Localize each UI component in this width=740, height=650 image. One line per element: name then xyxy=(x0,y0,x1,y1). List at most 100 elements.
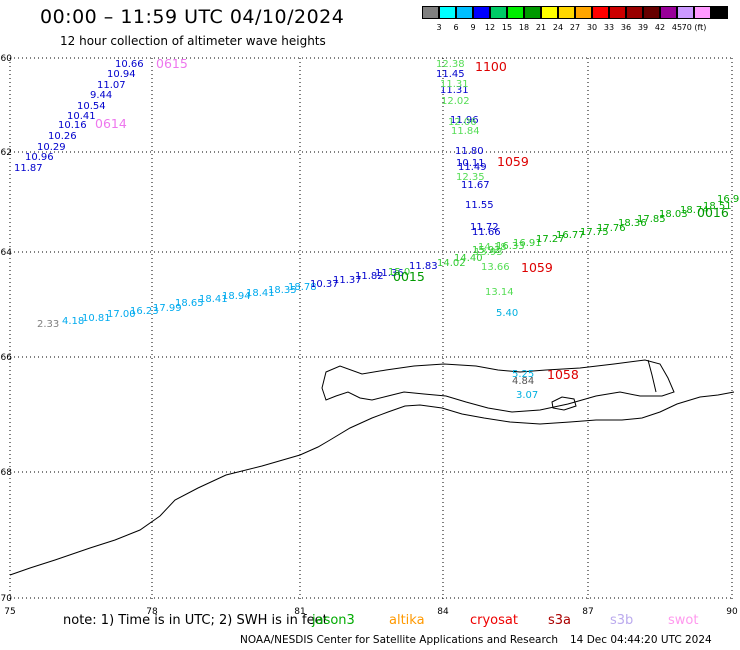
island-outline xyxy=(551,396,577,411)
legend-swatch xyxy=(694,6,711,19)
legend-swatch xyxy=(439,6,456,19)
wave-height-label: 14.18 xyxy=(478,242,507,253)
y-tick-label: -62 xyxy=(0,148,12,158)
legend-swatch xyxy=(626,6,643,19)
satellite-name: altika xyxy=(389,613,425,628)
antarctic-coastline xyxy=(9,391,735,576)
ice-shelf-outline xyxy=(321,359,675,413)
wave-height-label: 16.95 xyxy=(717,194,740,205)
legend-label: 3 xyxy=(436,23,442,32)
wave-height-label: 13.66 xyxy=(481,262,510,273)
legend-swatch xyxy=(524,6,541,19)
wave-height-label: 17.27 xyxy=(536,234,565,245)
wave-height-label: 17.75 xyxy=(580,227,609,238)
pass-time-label: 0615 xyxy=(156,56,188,71)
wave-height-label: 18.65 xyxy=(175,298,204,309)
wave-height-label: 10.29 xyxy=(37,142,66,153)
wave-height-label: 11.55 xyxy=(465,200,494,211)
wave-height-label: 5.25 xyxy=(512,369,534,380)
legend-label: 45 xyxy=(671,23,683,32)
generated-timestamp: 14 Dec 04:44:20 UTC 2024 xyxy=(570,634,712,646)
wave-height-label: 18.94 xyxy=(222,291,251,302)
wave-height-label: 10.81 xyxy=(82,313,111,324)
wave-height-label: 17.76 xyxy=(597,223,626,234)
satellite-name: jason3 xyxy=(312,613,355,628)
legend-swatch xyxy=(711,6,728,19)
pass-time-label: 0614 xyxy=(95,116,127,131)
wave-height-label: 17.85 xyxy=(637,214,666,225)
credit-line: NOAA/NESDIS Center for Satellite Applica… xyxy=(240,634,558,646)
wave-height-label: 10.54 xyxy=(77,101,106,112)
wave-height-label: 10.41 xyxy=(67,111,96,122)
wave-height-label: 11.37 xyxy=(333,275,362,286)
wave-height-label: 18.41 xyxy=(246,288,275,299)
wave-height-label: 11.82 xyxy=(355,271,384,282)
wave-height-label: 11.67 xyxy=(461,180,490,191)
wave-height-label: 18.35 xyxy=(268,285,297,296)
wave-height-label: 2.33 xyxy=(37,319,59,330)
wave-height-label: 17.00 xyxy=(107,309,136,320)
wave-height-label: 12.35 xyxy=(456,172,485,183)
wave-height-label: 12.02 xyxy=(441,96,470,107)
wave-height-label: 4.84 xyxy=(512,376,534,387)
wave-height-label: 10.16 xyxy=(58,120,87,131)
wave-height-label: 14.40 xyxy=(454,253,483,264)
wave-height-label: 4.18 xyxy=(62,316,84,327)
satellite-name: swot xyxy=(668,613,699,628)
wave-height-label: 11.49 xyxy=(458,162,487,173)
x-tick-label: 78 xyxy=(146,607,158,617)
wave-height-label: 11.66 xyxy=(472,227,501,238)
wave-height-label: 11.36 xyxy=(375,268,404,279)
ridge-line xyxy=(647,359,657,393)
wave-height-label: 11.72 xyxy=(470,222,499,233)
legend-label: 36 xyxy=(620,23,632,32)
legend-label: 33 xyxy=(603,23,615,32)
wave-height-label: 13.93 xyxy=(474,247,503,258)
satellite-name: cryosat xyxy=(470,613,518,628)
time-labels: 0615 0614 1100 1059 1059 1058 0015 0016 xyxy=(95,56,729,382)
legend-swatch xyxy=(558,6,575,19)
wave-height-label: 10.96 xyxy=(25,152,54,163)
wave-height-label: 18.74 xyxy=(680,205,709,216)
legend-swatch xyxy=(456,6,473,19)
wave-height-label: 16.91 xyxy=(513,238,542,249)
wave-height-label: 10.94 xyxy=(107,69,136,80)
legend-label: 6 xyxy=(453,23,459,32)
wave-height-label: 11.96 xyxy=(450,115,479,126)
map-subtitle: 12 hour collection of altimeter wave hei… xyxy=(60,34,326,48)
x-tick-label: 90 xyxy=(726,607,738,617)
legend-swatch xyxy=(609,6,626,19)
y-tick-label: -60 xyxy=(0,54,12,64)
wave-height-label: 9.44 xyxy=(90,90,112,101)
pass-time-label: 1059 xyxy=(497,154,529,169)
x-tick-label: 84 xyxy=(437,607,449,617)
legend-swatch xyxy=(643,6,660,19)
wave-height-label: 18.78 xyxy=(288,282,317,293)
wave-height-label: 12.06 xyxy=(448,117,477,128)
wave-height-label: 10.66 xyxy=(115,59,144,70)
satellite-tracks: 10.6610.9411.079.4410.5410.4110.1610.261… xyxy=(14,59,740,401)
wave-height-label: 11.31 xyxy=(440,79,469,90)
legend-label: 30 xyxy=(586,23,598,32)
wave-height-label: 16.33 xyxy=(496,241,525,252)
wave-height-label: 10.26 xyxy=(48,131,77,142)
wave-height-label: 18.36 xyxy=(618,218,647,229)
wave-height-label: 11.87 xyxy=(14,163,43,174)
legend-label: 18 xyxy=(518,23,530,32)
legend-swatch xyxy=(422,6,439,19)
wave-height-label: 11.80 xyxy=(455,146,484,157)
pass-time-label: 1059 xyxy=(521,260,553,275)
wave-height-label: 11.83 xyxy=(409,261,438,272)
x-tick-label: 75 xyxy=(4,607,15,617)
map-title: 00:00 – 11:59 UTC 04/10/2024 xyxy=(40,6,345,28)
wave-height-label: 18.03 xyxy=(659,209,688,220)
map-grid xyxy=(9,57,733,602)
legend-swatch xyxy=(677,6,694,19)
wave-height-label: 18.41 xyxy=(199,294,228,305)
pass-time-label: 1100 xyxy=(475,59,507,74)
wave-height-label: 10.11 xyxy=(456,158,485,169)
legend-label: 15 xyxy=(501,23,513,32)
legend-label: 39 xyxy=(637,23,649,32)
legend-label: 12 xyxy=(484,23,496,32)
